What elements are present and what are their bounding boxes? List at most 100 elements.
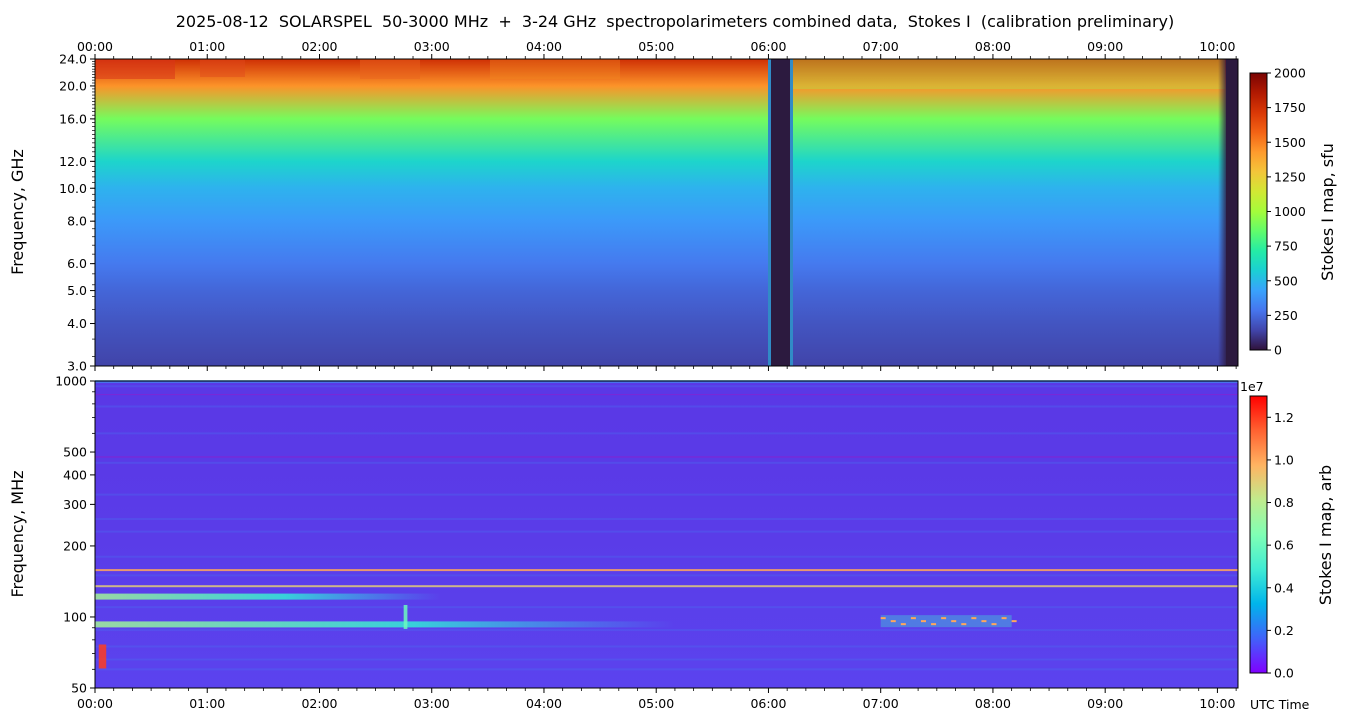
y-tick-label: 50: [71, 681, 87, 696]
top-heatmap: [95, 59, 1238, 366]
y-tick-label: 16.0: [59, 111, 87, 126]
top-y-axis: 3.0 4.0 5.0 6.0 8.0 10.0 12.0 16.0 20.0 24.0: [59, 52, 95, 374]
bottom-heatmap: [95, 381, 1238, 688]
x-tick-label-top: 06:00: [750, 39, 786, 54]
top-gap-2-fade: [1218, 59, 1228, 366]
background-striation: [95, 518, 1238, 521]
colorbar-tick-label: 0.6: [1274, 538, 1294, 553]
x-tick-label: 03:00: [414, 696, 450, 711]
burst-spike: [98, 644, 107, 669]
top-x-axis: 00:00 01:00 02:00 03:00 04:00 05:00 06:00 07:00…: [77, 39, 1237, 371]
x-tick-label-top: 08:00: [975, 39, 1011, 54]
background-striation: [95, 574, 1238, 577]
x-tick-label-top: 03:00: [414, 39, 450, 54]
bottom-x-axis: 00:00 01:00 02:00 03:00 04:00 05:00 06:00 07:00…: [77, 688, 1237, 711]
top-edge-band: [95, 380, 1238, 384]
colorbar-tick-label: 1750: [1274, 100, 1306, 115]
y-tick-label: 10.0: [59, 181, 87, 196]
x-tick-label: 07:00: [863, 696, 899, 711]
background-striation: [95, 606, 1238, 609]
top-gap-1-edge: [768, 59, 771, 366]
top-gap-1: [768, 59, 793, 366]
top-colorbar-label: Stokes I map, sfu: [1318, 143, 1337, 281]
background-striation: [95, 629, 1238, 632]
colorbar-tick-label: 0.4: [1274, 580, 1294, 595]
y-tick-label: 4.0: [67, 316, 87, 331]
y-tick-label: 400: [63, 467, 87, 482]
burst-dot: [890, 620, 896, 623]
y-tick-label: 1000: [55, 374, 87, 389]
colorbar-tick-label: 250: [1274, 308, 1298, 323]
bottom-features: [95, 380, 1238, 671]
burst-dot: [981, 620, 987, 623]
background-striation: [95, 493, 1238, 496]
drifting-band: [95, 593, 442, 600]
x-tick-label-top: 07:00: [863, 39, 899, 54]
bottom-colorbar-gradient: [1249, 395, 1268, 674]
y-tick-label: 5.0: [67, 283, 87, 298]
burst-dot: [951, 620, 957, 623]
x-tick-label: 04:00: [526, 696, 562, 711]
colorbar-tick-label: 750: [1274, 239, 1298, 254]
background-striation: [95, 432, 1238, 435]
drifting-band: [95, 621, 675, 628]
x-tick-label-top: 02:00: [301, 39, 337, 54]
background-striation: [95, 658, 1238, 661]
colorbar-tick-label: 1250: [1274, 169, 1306, 184]
x-tick-label: 02:00: [301, 696, 337, 711]
x-tick-label: 08:00: [975, 696, 1011, 711]
bottom-y-axis-label: Frequency, MHz: [8, 470, 27, 597]
x-tick-label-top: 09:00: [1087, 39, 1123, 54]
top-warm-patch: [360, 59, 420, 79]
x-tick-label: 06:00: [750, 696, 786, 711]
background-striation: [95, 385, 1238, 388]
colorbar-tick-label: 0.2: [1274, 623, 1294, 638]
background-striation: [95, 461, 1238, 464]
burst-dot: [910, 617, 916, 620]
y-tick-label: 3.0: [67, 359, 87, 374]
x-tick-label: 00:00: [77, 696, 113, 711]
top-warm-patch: [200, 59, 245, 77]
top-gap-1-edge: [790, 59, 793, 366]
burst-dot: [931, 623, 937, 626]
background-striation: [95, 555, 1238, 558]
interference-line: [95, 569, 1238, 572]
bottom-panel-frame: [94, 380, 1239, 689]
figure-title: 2025-08-12 SOLARSPEL 50-3000 MHz + 3-24 …: [176, 12, 1175, 31]
burst-dot: [961, 623, 967, 626]
x-tick-label-top: 04:00: [526, 39, 562, 54]
top-spectrogram-panel: 3.0 4.0 5.0 6.0 8.0 10.0 12.0 16.0 20.0 24.0 00:0…: [8, 39, 1239, 374]
top-warm-patch: [95, 59, 175, 79]
x-axis-label: UTC Time: [1250, 697, 1310, 712]
burst-dot: [941, 617, 947, 620]
top-colorbar-gradient: [1249, 72, 1268, 351]
purple-line: [95, 456, 1238, 458]
background-striation: [95, 645, 1238, 648]
y-tick-label: 12.0: [59, 154, 87, 169]
top-colorbar: 0 250 500 750 1000 1250 1500 1750 2000 Stokes I …: [1249, 66, 1337, 358]
top-panel-frame: [94, 58, 1239, 367]
y-tick-label: 100: [63, 609, 87, 624]
bottom-spectrogram-panel: 50 100 200 300 400 500 1000 00:00 01:00 02:00 03:…: [8, 374, 1310, 713]
bottom-y-axis: 50 100 200 300 400 500 1000: [55, 374, 95, 696]
y-tick-label: 8.0: [67, 214, 87, 229]
y-tick-label: 6.0: [67, 256, 87, 271]
colorbar-tick-label: 0.0: [1274, 666, 1294, 681]
purple-line: [95, 394, 1238, 396]
colorbar-tick-label: 0.8: [1274, 495, 1294, 510]
burst-dot: [1011, 620, 1017, 623]
x-tick-label-top: 00:00: [77, 39, 113, 54]
burst-dot: [920, 620, 926, 623]
burst-cluster: [880, 615, 1012, 628]
bottom-colorbar: 0.0 0.2 0.4 0.6 0.8 1.0 1.2 1e7 Stokes I map, …: [1240, 379, 1335, 681]
colorbar-tick-label: 1000: [1274, 204, 1306, 219]
burst-dot: [880, 617, 886, 620]
colorbar-tick-label: 2000: [1274, 66, 1306, 81]
x-tick-label: 05:00: [638, 696, 674, 711]
top-gap-2: [1226, 59, 1238, 366]
y-tick-label: 300: [63, 497, 87, 512]
background-striation: [95, 530, 1238, 533]
bottom-colorbar-label: Stokes I map, arb: [1316, 465, 1335, 605]
x-tick-label: 01:00: [189, 696, 225, 711]
